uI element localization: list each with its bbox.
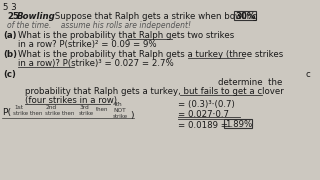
Text: of the time.    assume his rolls are independent!: of the time. assume his rolls are indepe… [7,21,191,30]
Text: determine  the: determine the [218,78,282,87]
Text: = (0.3)³⋅(0.7): = (0.3)³⋅(0.7) [178,100,235,109]
Text: Bowling: Bowling [17,12,56,21]
Text: 1.89%: 1.89% [225,120,252,129]
Text: = 0.0189 =: = 0.0189 = [178,121,228,130]
Text: 30%: 30% [235,12,255,21]
Text: 25.: 25. [7,12,22,21]
Text: What is the probability that Ralph gets two strikes: What is the probability that Ralph gets … [18,31,234,40]
Text: (b): (b) [3,50,17,59]
Text: (c): (c) [3,70,16,79]
Text: = 0.027⋅0.7: = 0.027⋅0.7 [178,110,229,119]
Text: strike: strike [113,114,128,119]
Text: 4th: 4th [113,102,123,107]
Text: NOT: NOT [113,108,126,113]
Text: (four strikes in a row).: (four strikes in a row). [25,96,120,105]
Text: 3rd: 3rd [79,105,89,110]
Text: ): ) [130,111,133,120]
Text: c: c [305,70,310,79]
Text: 1st: 1st [14,105,23,110]
Bar [224,119,252,128]
Text: in a row? P(strike)² = 0.09 = 9%: in a row? P(strike)² = 0.09 = 9% [18,40,156,49]
Text: strike: strike [79,111,94,116]
Text: strike then: strike then [13,111,42,116]
Text: Suppose that Ralph gets a strike when bowling: Suppose that Ralph gets a strike when bo… [52,12,258,21]
Text: (a): (a) [3,31,17,40]
Text: 2nd: 2nd [46,105,57,110]
Text: 5 3: 5 3 [3,3,17,12]
Bar [234,11,256,20]
Text: P(: P( [2,108,11,117]
Text: then: then [96,107,108,112]
Text: in a row)? P(strike)³ = 0.027 = 2.7%: in a row)? P(strike)³ = 0.027 = 2.7% [18,59,174,68]
Text: What is the probability that Ralph gets a turkey (three strikes: What is the probability that Ralph gets … [18,50,283,59]
Text: strike then: strike then [45,111,74,116]
Text: probability that Ralph gets a turkey, but fails to get a clover: probability that Ralph gets a turkey, bu… [25,87,284,96]
